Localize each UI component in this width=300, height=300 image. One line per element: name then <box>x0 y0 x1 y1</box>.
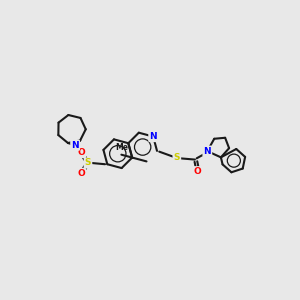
Text: O: O <box>77 169 85 178</box>
Text: S: S <box>85 158 91 167</box>
Text: N: N <box>149 132 157 141</box>
Text: O: O <box>77 148 85 157</box>
Text: O: O <box>194 167 201 176</box>
Text: Me: Me <box>115 143 128 152</box>
Text: N: N <box>203 147 211 156</box>
Text: N: N <box>71 141 79 150</box>
Text: S: S <box>174 153 180 162</box>
